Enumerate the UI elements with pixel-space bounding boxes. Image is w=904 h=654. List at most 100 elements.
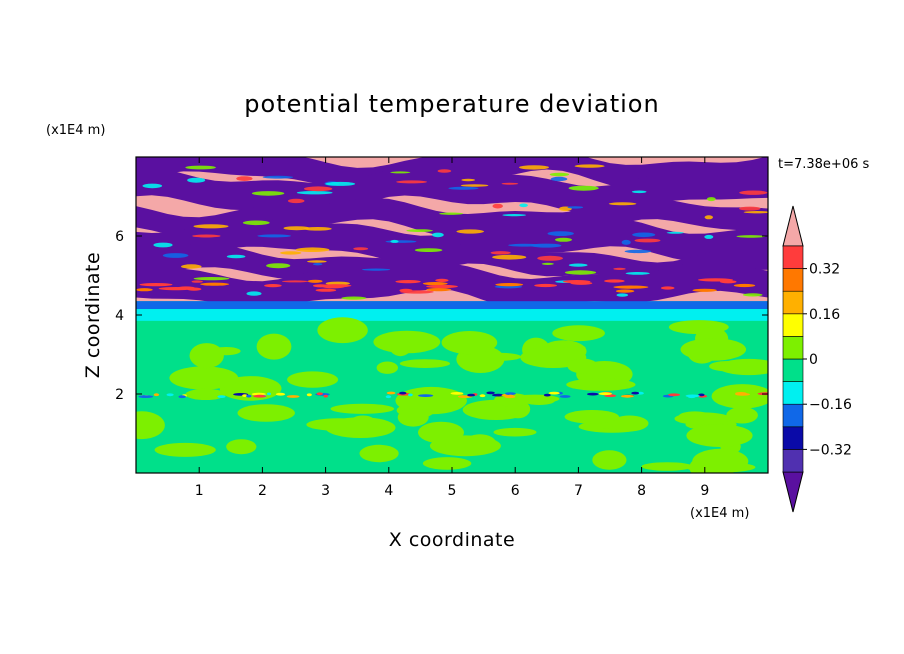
z2-layer-patch xyxy=(418,394,434,397)
filament xyxy=(162,253,189,258)
colorbar-segment xyxy=(782,426,804,450)
transition-patch xyxy=(264,284,282,288)
lime-patch xyxy=(463,434,497,454)
filament xyxy=(624,249,652,254)
heatmap-plot-area xyxy=(136,157,768,473)
z2-layer-patch xyxy=(543,393,551,397)
lime-patch xyxy=(376,361,398,374)
z2-layer-patch xyxy=(668,393,681,397)
filament xyxy=(621,239,631,245)
x-tick-label: 2 xyxy=(258,483,267,499)
transition-patch xyxy=(692,288,717,292)
lime-patch xyxy=(397,408,429,427)
transition-patch xyxy=(435,278,449,282)
transition-patch xyxy=(320,284,352,288)
filament xyxy=(743,211,768,214)
colorbar-segment xyxy=(782,268,804,292)
filament xyxy=(341,296,367,300)
filament xyxy=(456,229,485,234)
lime-patch xyxy=(680,338,747,361)
lime-patch xyxy=(566,378,636,391)
colorbar-segment xyxy=(782,290,804,315)
transition-cyan xyxy=(136,309,768,321)
filament xyxy=(390,171,411,174)
filament xyxy=(281,280,309,283)
filament xyxy=(142,183,163,189)
filament xyxy=(631,190,647,194)
filament xyxy=(666,231,684,234)
colorbar-segment xyxy=(782,358,804,382)
x-tick-label: 4 xyxy=(384,483,393,499)
x-tick-label: 7 xyxy=(574,483,583,499)
transition-patch xyxy=(422,282,448,286)
filament xyxy=(257,234,292,238)
filament xyxy=(537,255,563,261)
z2-layer-patch xyxy=(548,391,560,395)
colorbar-segment xyxy=(782,313,804,337)
lime-patch xyxy=(711,384,768,409)
filament xyxy=(325,181,356,186)
transition-patch xyxy=(307,279,323,283)
x-tick-label: 3 xyxy=(321,483,330,499)
filament xyxy=(191,280,203,283)
filament xyxy=(613,267,626,270)
filament xyxy=(501,182,519,185)
lime-patch xyxy=(373,330,441,354)
z2-layer-patch xyxy=(275,392,286,396)
filament xyxy=(303,227,332,231)
z2-layer-patch xyxy=(153,393,160,397)
filament xyxy=(313,263,323,266)
transition-patch xyxy=(613,285,649,289)
lime-patch xyxy=(686,424,753,447)
filament xyxy=(296,191,333,195)
z2-layer-patch xyxy=(491,393,505,397)
y-tick-label: 2 xyxy=(115,387,124,403)
filament xyxy=(303,186,333,192)
lime-patch xyxy=(422,457,472,470)
transition-patch xyxy=(313,284,329,288)
transition-blue xyxy=(136,301,768,310)
lime-patch xyxy=(136,411,165,440)
colorbar: 0.32 0.16 0 −0.16 −0.32 xyxy=(782,205,852,513)
filament xyxy=(461,178,476,182)
filament xyxy=(437,169,452,173)
z2-layer-patch xyxy=(286,395,300,398)
z2-layer-patch xyxy=(166,393,174,397)
z2-layer-patch xyxy=(479,394,486,398)
filament xyxy=(385,240,417,243)
filament xyxy=(502,214,526,217)
filament xyxy=(625,272,650,275)
filament xyxy=(185,165,216,170)
filament xyxy=(414,248,443,253)
transition-patch xyxy=(315,288,337,292)
y-tick-label: 6 xyxy=(115,229,124,245)
filament xyxy=(353,247,369,251)
filament xyxy=(448,186,479,190)
filament xyxy=(287,198,305,204)
colorbar-tick-label: −0.32 xyxy=(809,442,852,458)
z2-layer-patch xyxy=(685,394,700,398)
colorbar-tick-label: 0 xyxy=(809,352,818,368)
z2-layer-patch xyxy=(253,394,267,398)
transition-patch xyxy=(426,288,452,292)
z2-layer-patch xyxy=(486,391,495,395)
lime-patch xyxy=(287,371,339,388)
x-tick-label: 6 xyxy=(511,483,520,499)
transition-patch xyxy=(200,282,230,286)
x-tick-label: 9 xyxy=(700,483,709,499)
colorbar-segment xyxy=(782,381,804,405)
colorbar-tick-label: −0.16 xyxy=(809,397,852,413)
transition-patch xyxy=(562,280,591,284)
filament xyxy=(439,212,464,215)
transition-patch xyxy=(136,288,153,292)
filament xyxy=(508,243,541,247)
filament xyxy=(246,291,262,296)
transition-patch xyxy=(604,279,625,283)
x-unit-label: (x1E4 m) xyxy=(690,506,749,521)
transition-patch xyxy=(139,283,173,287)
y-unit-label: (x1E4 m) xyxy=(46,123,105,138)
filament xyxy=(251,191,285,196)
z2-layer-patch xyxy=(385,395,392,399)
lime-patch xyxy=(154,442,216,457)
